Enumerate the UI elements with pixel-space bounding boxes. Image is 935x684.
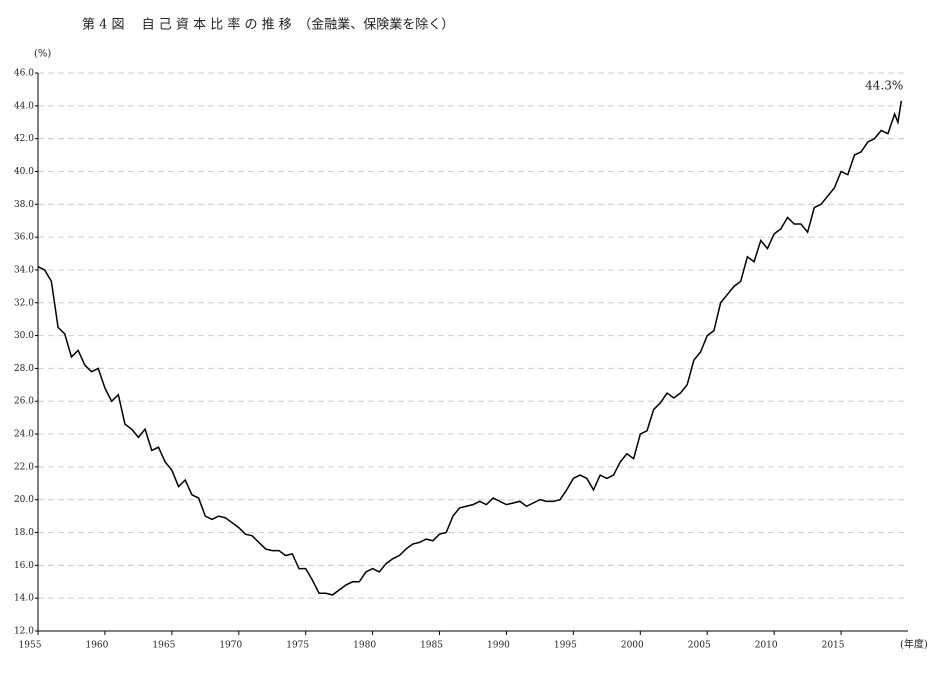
x-tick-label: 2015 [822,641,845,651]
x-tick-label: 2000 [621,641,644,651]
y-tick-label: 18.0 [14,528,34,538]
x-tick-label: 2005 [688,641,711,651]
y-tick-label: 12.0 [14,627,34,637]
y-tick-label: 22.0 [14,462,34,472]
line [37,100,903,596]
x-tick-label: 1980 [353,641,376,651]
chart-title: 第 4 図 自 己 資 本 比 率 の 推 移 （金融業、保険業を除く） [82,17,454,33]
x-tick-label: 1995 [554,641,577,651]
x-tick-label: 1990 [487,641,510,651]
x-tick-label: 1965 [152,641,175,651]
x-tick-label: 2010 [755,641,778,651]
x-axis-label: (年度) [900,638,928,651]
y-tick-label: 46.0 [14,69,34,79]
y-tick-label: 42.0 [14,134,34,144]
y-tick-label: 28.0 [14,364,34,374]
x-tick-label: 1985 [420,641,443,651]
y-tick-label: 32.0 [14,298,34,308]
y-tick-label: 26.0 [14,397,34,407]
x-tick-label: 1970 [219,641,242,651]
x-tick-label: 1975 [286,641,309,651]
y-tick-label: 34.0 [14,265,34,275]
y-axis-label: (%) [34,49,51,60]
x-tick-label: 1960 [85,641,108,651]
y-tick-label: 40.0 [14,167,34,177]
y-tick-label: 38.0 [14,200,34,210]
y-tick-label: 24.0 [14,430,34,440]
y-tick-label: 36.0 [14,233,34,243]
y-tick-label: 14.0 [14,594,34,604]
y-tick-label: 30.0 [14,331,34,341]
y-tick-label: 44.0 [14,101,34,111]
x-tick-label: 1955 [19,641,42,651]
y-tick-label: 20.0 [14,495,34,505]
y-tick-label: 16.0 [14,561,34,571]
annotation: 44.3% [865,78,903,92]
